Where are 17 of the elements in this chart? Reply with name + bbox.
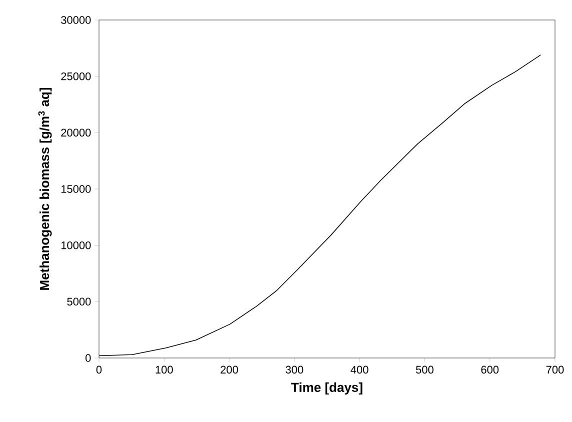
y-tick-label: 0 xyxy=(86,354,91,362)
x-tick-label: 700 xyxy=(546,366,564,374)
x-tick-label: 300 xyxy=(286,366,304,374)
x-tick-label: 100 xyxy=(156,366,173,374)
y-tick-label: 10000 xyxy=(61,241,91,250)
y-tick-label: 5000 xyxy=(67,298,91,306)
y-tick-label: 20000 xyxy=(61,128,91,137)
x-tick-label: 600 xyxy=(481,366,499,374)
y-tick-label: 15000 xyxy=(61,185,91,193)
x-tick-label: 400 xyxy=(350,366,368,374)
x-axis-title: Time [days] xyxy=(291,382,362,395)
x-tick-label: 0 xyxy=(96,366,102,374)
x-tick-label: 200 xyxy=(220,366,238,374)
y-tick-label: 30000 xyxy=(61,16,91,24)
y-tick-label: 25000 xyxy=(61,72,91,80)
x-tick-label: 500 xyxy=(416,366,434,374)
y-axis-title: Methanogenic biomass [g/m$^{3}$ aq] xyxy=(38,88,52,290)
